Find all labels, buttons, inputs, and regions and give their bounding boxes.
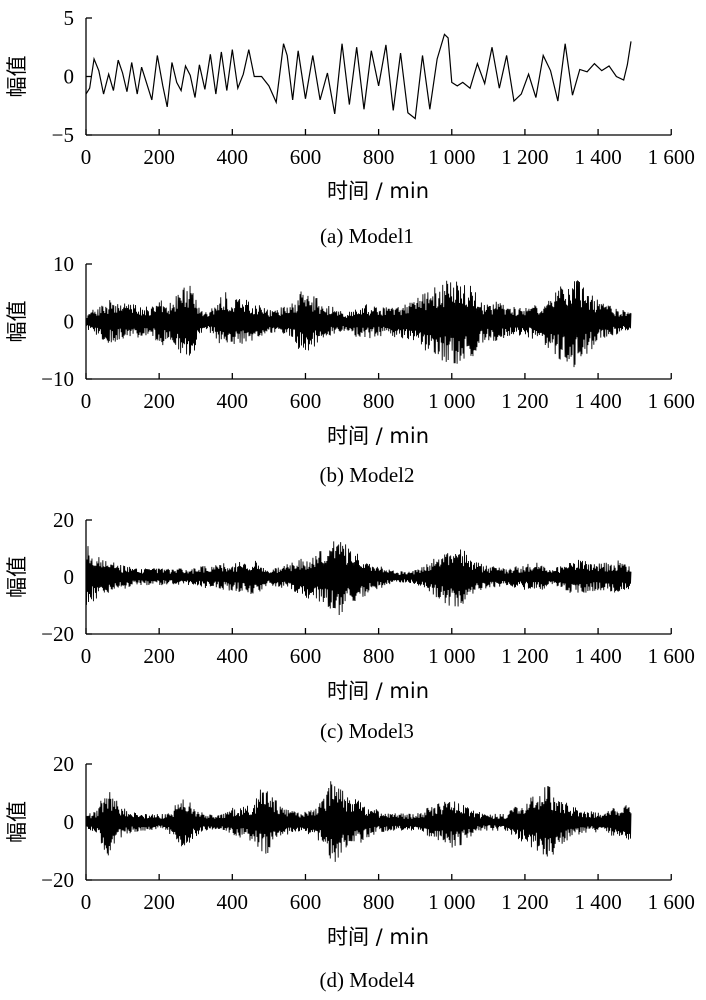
x-tick-label: 400 xyxy=(217,389,249,413)
y-tick-label: 0 xyxy=(64,310,75,334)
x-axis-label: 时间 / min xyxy=(327,679,429,703)
y-tick-label: −20 xyxy=(41,622,74,646)
x-tick-label: 800 xyxy=(363,145,395,169)
x-tick-label: 400 xyxy=(217,644,249,668)
x-tick-label: 800 xyxy=(363,644,395,668)
data-series-line xyxy=(85,781,632,862)
y-axis-label: 幅值 xyxy=(5,301,29,343)
x-tick-label: 600 xyxy=(290,644,322,668)
x-axis-label: 时间 / min xyxy=(327,925,429,949)
x-tick-label: 1 600 xyxy=(648,389,695,413)
data-series-line xyxy=(85,541,632,615)
x-tick-label: 400 xyxy=(217,145,249,169)
x-tick-label: 1 000 xyxy=(428,389,475,413)
x-tick-label: 0 xyxy=(81,890,92,914)
y-axis-label: 幅值 xyxy=(5,801,29,843)
y-tick-label: 5 xyxy=(64,6,75,30)
x-axis-label: 时间 / min xyxy=(327,179,429,203)
y-tick-label: −5 xyxy=(52,123,74,147)
x-tick-label: 0 xyxy=(81,389,92,413)
y-tick-label: −20 xyxy=(41,868,74,892)
x-tick-label: 600 xyxy=(290,890,322,914)
chart-b: 幅值 时间 / min (b) Model2 0 200 400 600 800 1 00… xyxy=(5,252,695,487)
y-tick-label: 0 xyxy=(64,565,75,589)
x-tick-label: 1 200 xyxy=(501,389,548,413)
x-tick-label: 600 xyxy=(290,145,322,169)
x-tick-label: 0 xyxy=(81,145,92,169)
x-tick-label: 1 200 xyxy=(501,145,548,169)
x-tick-label: 1 600 xyxy=(648,890,695,914)
x-tick-label: 400 xyxy=(217,890,249,914)
x-tick-label: 1 200 xyxy=(501,644,548,668)
x-tick-label: 600 xyxy=(290,389,322,413)
x-tick-label: 1 600 xyxy=(648,145,695,169)
y-tick-label: 0 xyxy=(64,65,75,89)
x-axis-label: 时间 / min xyxy=(327,424,429,448)
chart-c: 幅值 时间 / min (c) Model3 0 200 400 600 800 1 00… xyxy=(5,508,695,743)
x-tick-label: 200 xyxy=(143,644,175,668)
x-tick-label: 1 400 xyxy=(574,644,621,668)
x-tick-label: 800 xyxy=(363,890,395,914)
chart-caption: (b) Model2 xyxy=(319,463,414,487)
chart-a: 幅值 时间 / min (a) Model1 0 200 400 600 800 1 00… xyxy=(5,6,695,248)
data-series-line xyxy=(85,280,632,368)
y-tick-label: 0 xyxy=(64,810,75,834)
x-tick-label: 1 400 xyxy=(574,890,621,914)
y-tick-label: 10 xyxy=(53,252,74,276)
chart-d: 幅值 时间 / min (d) Model4 0 200 400 600 800 1 00… xyxy=(5,752,695,992)
x-tick-label: 1 400 xyxy=(574,389,621,413)
y-tick-label: −10 xyxy=(41,367,74,391)
chart-caption: (a) Model1 xyxy=(320,224,414,248)
x-tick-label: 200 xyxy=(143,890,175,914)
x-tick-label: 200 xyxy=(143,145,175,169)
x-tick-label: 800 xyxy=(363,389,395,413)
data-series-line xyxy=(85,33,632,120)
x-tick-label: 200 xyxy=(143,389,175,413)
x-tick-label: 1 000 xyxy=(428,890,475,914)
y-tick-label: 20 xyxy=(53,752,74,776)
y-axis-label: 幅值 xyxy=(5,556,29,598)
chart-caption: (d) Model4 xyxy=(319,968,415,992)
chart-caption: (c) Model3 xyxy=(320,719,414,743)
x-tick-label: 1 600 xyxy=(648,644,695,668)
x-tick-label: 1 000 xyxy=(428,644,475,668)
y-tick-label: 20 xyxy=(53,508,74,532)
y-axis-label: 幅值 xyxy=(5,56,29,98)
x-tick-label: 1 400 xyxy=(574,145,621,169)
x-tick-label: 0 xyxy=(81,644,92,668)
x-tick-label: 1 000 xyxy=(428,145,475,169)
x-tick-label: 1 200 xyxy=(501,890,548,914)
